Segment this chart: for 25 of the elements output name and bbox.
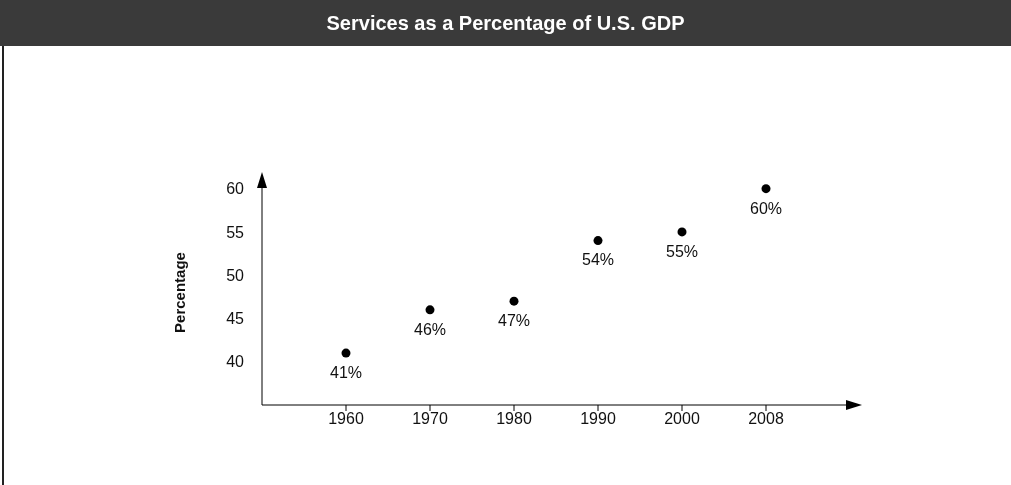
x-tick-label: 2008 — [748, 410, 784, 428]
x-tick-label: 1980 — [496, 410, 532, 428]
x-tick-label: 1960 — [328, 410, 364, 428]
y-tick-label: 45 — [226, 310, 245, 328]
point — [341, 348, 351, 358]
point — [677, 227, 687, 237]
point — [425, 305, 435, 315]
data-label: 47% — [497, 312, 531, 330]
y-tick-label: 55 — [226, 223, 245, 241]
y-tick-label: 50 — [226, 266, 245, 284]
data-label: 55% — [665, 242, 699, 260]
point — [509, 296, 519, 306]
data-label: 54% — [581, 251, 615, 269]
y-axis-title: Percentage — [171, 252, 189, 333]
chart-title: Services as a Percentage of U.S. GDP — [0, 0, 1011, 46]
point — [593, 236, 603, 246]
x-tick-label: 2000 — [664, 410, 700, 428]
y-tick-label: 60 — [226, 180, 245, 198]
point — [761, 184, 771, 194]
x-tick-label: 1970 — [412, 410, 448, 428]
data-label: 46% — [413, 320, 447, 338]
data-label: 60% — [749, 199, 783, 217]
data-label: 41% — [329, 363, 363, 381]
x-tick-label: 1990 — [580, 410, 616, 428]
y-tick-label: 40 — [226, 353, 245, 371]
